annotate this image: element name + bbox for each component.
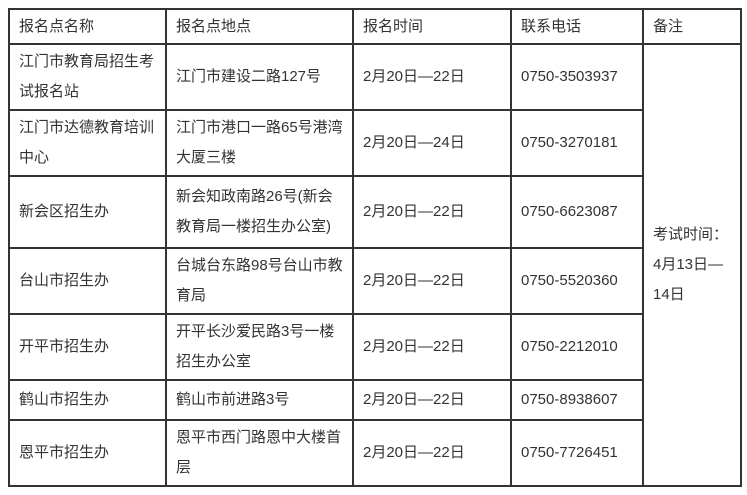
cell-site-name: 江门市达德教育培训中心: [8, 109, 167, 177]
header-site-name: 报名点名称: [8, 8, 167, 45]
remark-cell: 考试时间：4月13日—14日: [642, 43, 742, 487]
table-row: 鹤山市招生办 鹤山市前进路3号 2月20日—22日 0750-8938607: [8, 379, 741, 421]
table-row: 开平市招生办 开平长沙爱民路3号一楼招生办公室 2月20日—22日 0750-2…: [8, 313, 741, 381]
cell-site-name: 江门市教育局招生考试报名站: [8, 43, 167, 111]
cell-site-address: 恩平市西门路恩中大楼首层: [165, 419, 354, 487]
table-row: 新会区招生办 新会知政南路26号(新会教育局一楼招生办公室) 2月20日—22日…: [8, 175, 741, 249]
cell-time: 2月20日—22日: [352, 313, 512, 381]
table-header-row: 报名点名称 报名点地点 报名时间 联系电话 备注: [8, 8, 742, 45]
cell-site-address: 台城台东路98号台山市教育局: [165, 247, 354, 315]
cell-time: 2月20日—24日: [352, 109, 512, 177]
cell-time: 2月20日—22日: [352, 43, 512, 111]
cell-phone: 0750-3503937: [510, 43, 644, 111]
cell-time: 2月20日—22日: [352, 247, 512, 315]
cell-phone: 0750-6623087: [510, 175, 644, 249]
table-row: 江门市达德教育培训中心 江门市港口一路65号港湾大厦三楼 2月20日—24日 0…: [8, 109, 741, 177]
cell-site-name: 新会区招生办: [8, 175, 167, 249]
cell-phone: 0750-8938607: [510, 379, 644, 421]
table-row: 台山市招生办 台城台东路98号台山市教育局 2月20日—22日 0750-552…: [8, 247, 741, 315]
cell-phone: 0750-7726451: [510, 419, 644, 487]
cell-phone: 0750-3270181: [510, 109, 644, 177]
registration-points-table: 报名点名称 报名点地点 报名时间 联系电话 备注 江门市教育局招生考试报名站 江…: [8, 8, 742, 487]
cell-site-name: 开平市招生办: [8, 313, 167, 381]
header-phone: 联系电话: [510, 8, 644, 45]
cell-site-address: 新会知政南路26号(新会教育局一楼招生办公室): [165, 175, 354, 249]
cell-site-address: 鹤山市前进路3号: [165, 379, 354, 421]
table-row: 恩平市招生办 恩平市西门路恩中大楼首层 2月20日—22日 0750-77264…: [8, 419, 741, 487]
cell-site-name: 台山市招生办: [8, 247, 167, 315]
table-row: 江门市教育局招生考试报名站 江门市建设二路127号 2月20日—22日 0750…: [8, 43, 742, 487]
cell-phone: 0750-2212010: [510, 313, 644, 381]
cell-site-name: 恩平市招生办: [8, 419, 167, 487]
cell-site-name: 鹤山市招生办: [8, 379, 167, 421]
header-remark: 备注: [642, 8, 742, 45]
cell-time: 2月20日—22日: [352, 419, 512, 487]
cell-site-address: 开平长沙爱民路3号一楼招生办公室: [165, 313, 354, 381]
cell-time: 2月20日—22日: [352, 175, 512, 249]
cell-site-address: 江门市建设二路127号: [165, 43, 354, 111]
cell-time: 2月20日—22日: [352, 379, 512, 421]
cell-phone: 0750-5520360: [510, 247, 644, 315]
header-time: 报名时间: [352, 8, 512, 45]
cell-site-address: 江门市港口一路65号港湾大厦三楼: [165, 109, 354, 177]
header-site-address: 报名点地点: [165, 8, 354, 45]
